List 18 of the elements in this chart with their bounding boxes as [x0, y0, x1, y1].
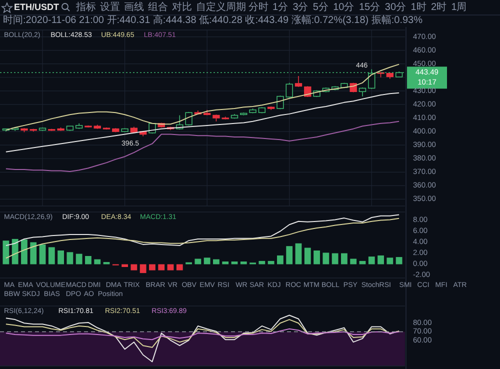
- text: 分时: [248, 1, 268, 13]
- chart-subtitle: 时间:2020-11-06 21:00 开:440.31 高:444.38 低:440.28 收:443.49 涨幅:0.72%(3.18) 振幅:0.93%: [3, 14, 423, 26]
- text: 指标: [75, 1, 96, 13]
- text: 画线: [124, 1, 144, 13]
- text: 1周: [451, 2, 467, 13]
- text: 15分: [359, 1, 380, 13]
- chart-title: ETH/USDT: [14, 2, 60, 12]
- text: 2时: [431, 1, 447, 13]
- text: 组合: [148, 1, 168, 13]
- text: 10分: [333, 1, 354, 13]
- text: 5分: [312, 1, 328, 13]
- text: 自定义周期: [196, 1, 246, 13]
- text: 1时: [410, 1, 426, 13]
- text: 对比: [172, 1, 192, 13]
- text: 30分: [384, 1, 406, 13]
- text: 设置: [100, 1, 120, 13]
- text: 3分: [292, 1, 308, 13]
- text: 1分: [272, 1, 288, 13]
